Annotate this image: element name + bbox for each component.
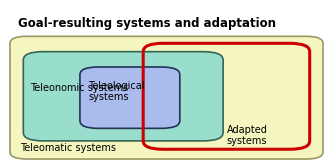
Text: Teleological
systems: Teleological systems	[88, 81, 145, 102]
FancyBboxPatch shape	[10, 36, 323, 159]
Text: Teleomatic systems: Teleomatic systems	[20, 143, 116, 153]
FancyBboxPatch shape	[80, 67, 180, 128]
FancyBboxPatch shape	[23, 52, 223, 141]
Text: Adapted
systems: Adapted systems	[226, 124, 267, 146]
Text: Goal-resulting systems and adaptation: Goal-resulting systems and adaptation	[18, 17, 276, 30]
Text: Teleonomic systems: Teleonomic systems	[30, 83, 128, 93]
